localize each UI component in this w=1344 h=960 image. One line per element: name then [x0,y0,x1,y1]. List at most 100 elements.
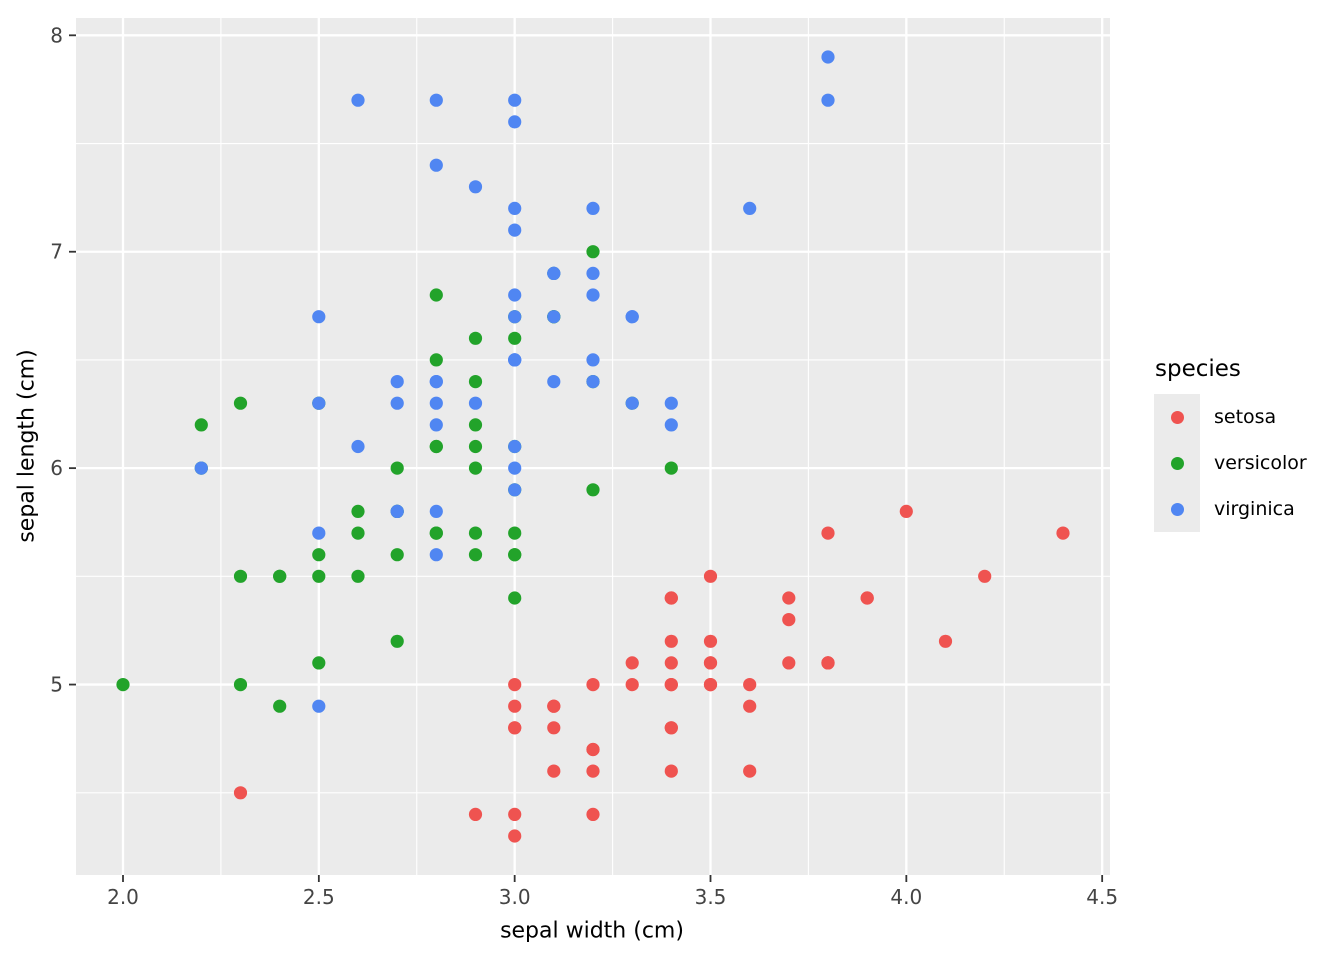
legend-items: setosa versicolor virginica [1154,394,1307,533]
y-tick-labels: 5 6 7 8 [50,23,63,696]
x-tick-label: 3.0 [499,885,531,909]
data-point [508,807,522,822]
data-point [743,201,757,215]
data-point [703,634,718,648]
data-point [664,418,678,432]
data-point [508,439,522,454]
legend-key [1154,394,1200,441]
data-point [664,656,678,670]
data-point [664,461,678,475]
grid-minor [76,18,1110,875]
data-point [429,93,443,107]
data-point [703,678,718,692]
legend-label-virginica: virginica [1214,498,1295,521]
y-tick-label: 6 [50,456,63,480]
data-point [508,829,522,843]
data-point [938,634,953,648]
data-point [312,656,326,670]
legend-dot-virginica [1170,502,1184,516]
data-point [547,764,561,778]
data-point [312,310,326,324]
data-point [508,548,522,562]
data-point [547,375,561,389]
series-setosa [233,504,1070,843]
data-point [743,764,757,778]
data-point [664,764,678,778]
data-point [821,656,835,670]
data-point [194,418,208,432]
data-point [978,569,992,583]
data-point [1056,526,1070,540]
data-point [625,310,639,324]
data-point [429,375,443,389]
data-point [468,331,483,345]
data-point [390,461,404,475]
data-point [429,439,443,454]
y-tick-label: 7 [50,240,63,264]
data-point [390,375,404,389]
data-point [273,699,287,713]
data-point [508,93,522,107]
data-point [429,396,443,410]
data-point [508,201,522,215]
plot-panel [76,18,1110,875]
data-point [508,461,522,475]
data-point [312,548,326,562]
data-point [508,331,522,345]
data-point [429,158,443,172]
data-point [468,439,483,454]
x-axis-title: sepal width (cm) [500,918,684,944]
data-point [233,678,248,692]
data-point [429,548,443,562]
data-point [312,526,326,540]
data-point [899,504,913,518]
data-point [664,721,678,735]
data-point [312,699,326,713]
data-point [703,569,718,583]
data-point [468,418,483,432]
data-point [508,699,522,713]
y-axis-title: sepal length (cm) [14,349,40,543]
x-tick-label: 4.0 [890,885,922,909]
axis-ticks [69,34,1104,882]
legend-dot-versicolor [1170,456,1184,470]
data-point [429,288,443,302]
data-point [586,245,600,259]
x-tick-label: 4.5 [1086,885,1118,909]
grid-major [76,18,1110,875]
data-point [351,569,365,583]
data-point [429,418,443,432]
data-point [664,634,678,648]
series-virginica [194,50,835,713]
data-point [703,656,718,670]
data-point [116,678,130,692]
data-point [508,310,522,324]
data-point [194,461,208,475]
data-point [586,807,600,822]
data-point [547,699,561,713]
data-point [508,288,522,302]
data-point [821,93,835,107]
data-point [625,656,639,670]
data-point [508,591,522,605]
legend-item-virginica: virginica [1154,486,1307,533]
data-point [860,591,874,605]
data-point [508,678,522,692]
data-point [821,50,835,64]
data-point [273,569,287,583]
data-point [743,699,757,713]
data-point [586,742,600,757]
y-tick-label: 5 [50,673,63,697]
data-point [390,548,404,562]
data-point [586,353,600,367]
data-point [547,266,561,280]
data-point [586,288,600,302]
data-point [390,634,404,648]
data-point [664,678,678,692]
data-point [468,461,483,475]
data-point [586,201,600,215]
data-point [743,678,757,692]
data-point [390,396,404,410]
legend-key [1154,486,1200,533]
data-point [233,396,248,410]
